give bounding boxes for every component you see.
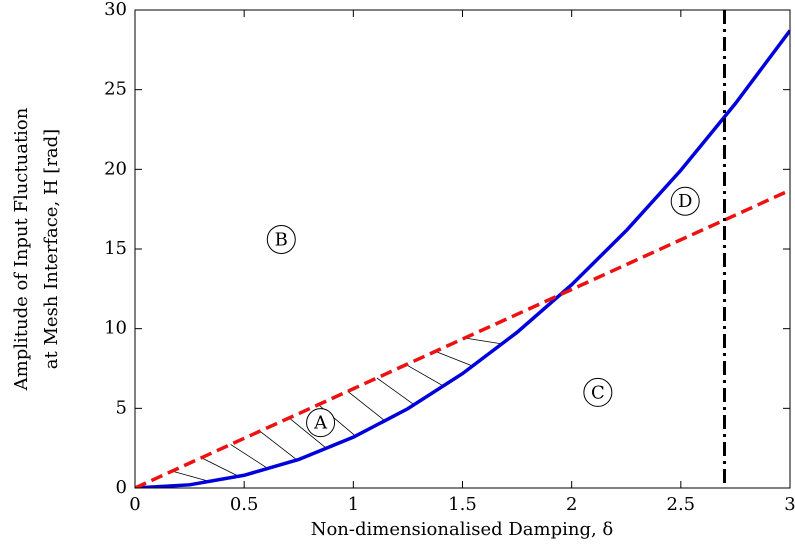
y-tick-label: 15 xyxy=(104,238,127,259)
line-series xyxy=(135,188,790,488)
x-tick-label: 3 xyxy=(784,494,795,515)
hatch xyxy=(230,444,268,469)
hatch xyxy=(288,417,327,449)
x-tick-label: 2.5 xyxy=(667,494,696,515)
annotation-circle xyxy=(306,408,336,438)
x-tick-label: 0.5 xyxy=(230,494,259,515)
hatch xyxy=(464,337,502,345)
hatch xyxy=(172,470,210,482)
y-tick-label: 20 xyxy=(104,158,127,179)
line-series xyxy=(135,29,790,488)
y-tick-label: 25 xyxy=(104,79,127,100)
y-tick-label: 0 xyxy=(116,477,127,498)
x-axis-label: Non-dimensionalised Damping, δ xyxy=(311,519,614,540)
annotation-circle xyxy=(670,186,700,216)
hatch xyxy=(201,457,239,477)
plot-frame xyxy=(134,9,791,489)
y-axis-label: Amplitude of Input Fluctuation xyxy=(11,107,32,391)
annotation-circle xyxy=(583,377,613,407)
x-tick-label: 1.5 xyxy=(448,494,477,515)
x-tick-label: 1 xyxy=(348,494,359,515)
annotation-label: D xyxy=(678,191,692,212)
annotation-label: B xyxy=(275,229,288,250)
y-tick-label: 5 xyxy=(116,397,127,418)
hatch xyxy=(376,377,415,406)
annotation-circle xyxy=(266,224,296,254)
y-tick-label: 30 xyxy=(104,0,127,20)
hatch xyxy=(259,430,298,461)
x-tick-label: 0 xyxy=(129,494,140,515)
hatch xyxy=(347,391,386,422)
annotation-label: A xyxy=(313,413,328,434)
hatch xyxy=(435,350,473,367)
hatch xyxy=(405,364,444,387)
x-tick-label: 2 xyxy=(566,494,577,515)
annotation-label: C xyxy=(591,382,605,403)
y-axis-label: at Mesh Interface, H [rad] xyxy=(41,129,62,369)
y-tick-label: 10 xyxy=(104,318,127,339)
